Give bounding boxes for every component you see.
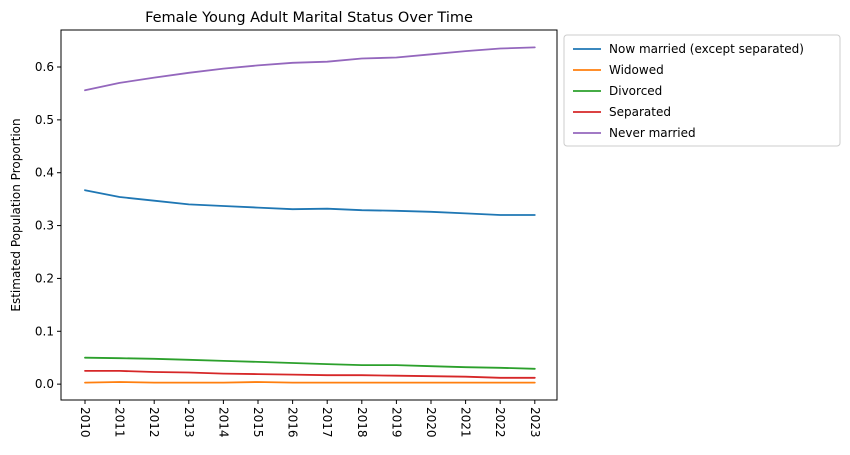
x-tick-label: 2014 xyxy=(216,407,230,438)
y-tick-label: 0.3 xyxy=(35,219,54,233)
x-tick-label: 2015 xyxy=(251,407,265,438)
legend-label: Never married xyxy=(609,126,696,140)
legend-label: Separated xyxy=(609,105,671,119)
x-tick-label: 2011 xyxy=(113,407,127,438)
x-tick-label: 2018 xyxy=(355,407,369,438)
series-line-2 xyxy=(84,381,536,384)
x-tick-label: 2013 xyxy=(182,407,196,438)
x-tick-label: 2010 xyxy=(78,407,92,438)
legend-label: Divorced xyxy=(609,84,662,98)
x-tick-label: 2016 xyxy=(286,407,300,438)
series-line-3 xyxy=(84,356,536,370)
series-line-5 xyxy=(84,46,536,92)
x-tick-label: 2019 xyxy=(389,407,403,438)
legend-box xyxy=(563,34,841,147)
y-tick-label: 0.4 xyxy=(35,166,54,180)
y-axis-label: Estimated Population Proportion xyxy=(9,118,23,311)
x-axis: 2010 2011 2012 2013 2014 2015 2016 2017 2018 2019… xyxy=(78,400,542,438)
legend: Now married (except separated) Widowed Div… xyxy=(563,34,841,147)
x-tick-label: 2022 xyxy=(493,407,507,438)
plot-frame xyxy=(60,29,558,401)
legend-label: Widowed xyxy=(609,63,664,77)
x-tick-label: 2021 xyxy=(459,407,473,438)
y-tick-label: 0.1 xyxy=(35,324,54,338)
y-tick-label: 0.0 xyxy=(35,377,54,391)
y-tick-label: 0.6 xyxy=(35,60,54,74)
chart-title: Female Young Adult Marital Status Over T… xyxy=(145,10,473,26)
y-axis: 0.0 0.1 0.2 0.3 0.4 0.5 0.6 xyxy=(35,60,61,391)
series-line-1 xyxy=(84,189,536,216)
legend-label: Now married (except separated) xyxy=(609,42,804,56)
y-tick-label: 0.2 xyxy=(35,271,54,285)
series-lines xyxy=(84,46,536,384)
x-tick-label: 2017 xyxy=(320,407,334,438)
series-line-4 xyxy=(84,369,536,379)
y-tick-label: 0.5 xyxy=(35,113,54,127)
x-tick-label: 2012 xyxy=(147,407,161,438)
x-tick-label: 2020 xyxy=(424,407,438,438)
x-tick-label: 2023 xyxy=(528,407,542,438)
